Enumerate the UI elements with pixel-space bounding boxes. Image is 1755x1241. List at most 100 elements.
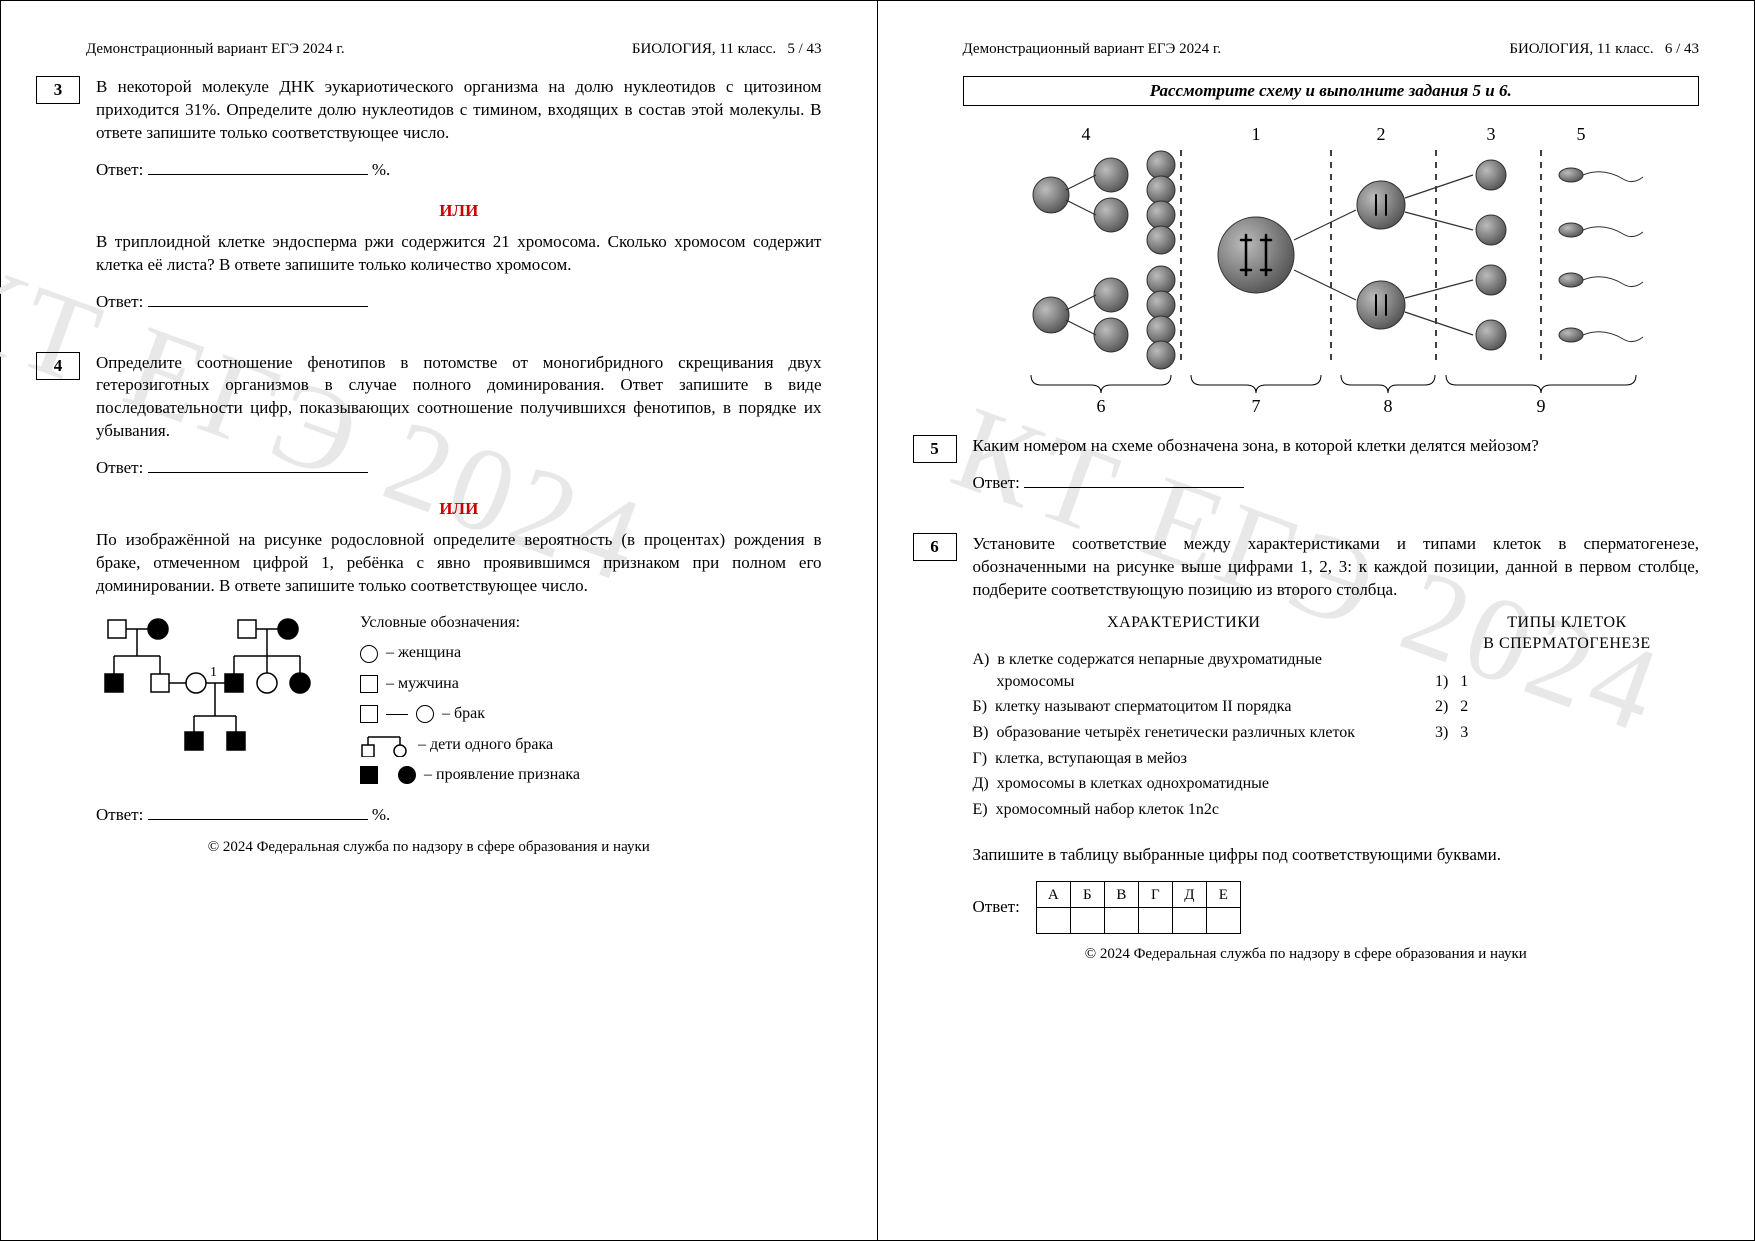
page-5: КТ ЕГЭ 2024 Демонстрационный вариант ЕГЭ… [1, 1, 878, 1240]
svg-text:5: 5 [1576, 124, 1585, 144]
header-right: БИОЛОГИЯ, 11 класс. 5 / 43 [632, 41, 822, 58]
col-b-item: 2) 2 [1459, 696, 1699, 718]
col-a-head: ХАРАКТЕРИСТИКИ [973, 612, 1395, 634]
ans-input-cell[interactable] [1138, 908, 1172, 934]
affected-male-icon [360, 766, 378, 784]
answer-table: АБВГДЕ [1036, 881, 1241, 934]
col-a-item: Д) хромосомы в клетках однохроматидные [997, 773, 1395, 795]
task-body: Каким номером на схеме обозначена зона, … [973, 435, 1700, 513]
col-a-item: Г) клетка, вступающая в мейоз [997, 748, 1395, 770]
task-6: 6 Установите соответствие между характер… [913, 533, 1700, 953]
ans-head-cell: Г [1138, 882, 1172, 908]
bottom-braces [1031, 375, 1636, 393]
ans-head-cell: А [1036, 882, 1070, 908]
or-label: ИЛИ [96, 498, 822, 521]
pedigree-legend: Условные обозначения: – женщина – мужчин… [360, 608, 580, 790]
affected-female-icon [398, 766, 416, 784]
ans-input-cell[interactable] [1206, 908, 1240, 934]
marriage-label: 1 [210, 665, 217, 680]
task-body: Установите соответствие между характерис… [973, 533, 1700, 953]
task-5: 5 Каким номером на схеме обозначена зона… [913, 435, 1700, 513]
col-b-list: 1) 1 2) 2 3) 3 [1435, 671, 1699, 744]
svg-text:7: 7 [1251, 396, 1260, 416]
svg-text:1: 1 [1251, 124, 1260, 144]
pedigree-area: 1 Условные обозначения: – женщина – мужч… [96, 608, 822, 790]
task-text: В некоторой молекуле ДНК эукариотическог… [96, 76, 822, 145]
col-a-item: Б) клетку называют сперматоцитом II поря… [997, 696, 1395, 718]
answer-blank[interactable] [148, 459, 368, 473]
answer-blank[interactable] [148, 806, 368, 820]
female-icon [416, 705, 434, 723]
female-icon [360, 645, 378, 663]
task-alt-text: В триплоидной клетке эндосперма ржи соде… [96, 231, 822, 277]
pedigree-diagram: 1 [96, 608, 336, 778]
ans-head-cell: В [1104, 882, 1138, 908]
task-text: Определите соотношение фенотипов в потом… [96, 352, 822, 444]
svg-text:9: 9 [1536, 396, 1545, 416]
svg-text:2: 2 [1376, 124, 1385, 144]
page-footer: © 2024 Федеральная служба по надзору в с… [36, 839, 822, 856]
table-instruction: Запишите в таблицу выбранные цифры под с… [973, 844, 1700, 867]
matching-columns: ХАРАКТЕРИСТИКИ А) в клетке содержатся не… [973, 612, 1700, 837]
ans-input-cell[interactable] [1036, 908, 1070, 934]
page-header: Демонстрационный вариант ЕГЭ 2024 г. БИО… [36, 41, 822, 58]
col-a-item: Е) хромосомный набор клеток 1n2c [997, 799, 1395, 821]
page-6: КТ ЕГЭ 2024 Демонстрационный вариант ЕГЭ… [878, 1, 1755, 1240]
task-body: Определите соотношение фенотипов в потом… [96, 352, 822, 846]
zone-7-cell [1218, 217, 1294, 293]
zone-8-cells [1357, 181, 1405, 329]
ans-input-cell[interactable] [1070, 908, 1104, 934]
answer-blank[interactable] [1024, 474, 1244, 488]
spermatogenesis-diagram: 4 1 2 3 5 [963, 120, 1700, 425]
or-label: ИЛИ [96, 200, 822, 223]
col-b-item: 3) 3 [1459, 722, 1699, 744]
answer-line: Ответ: [96, 457, 822, 480]
task-text: Установите соответствие между характерис… [973, 533, 1700, 602]
task-alt-text: По изображённой на рисунке родословной о… [96, 529, 822, 598]
answer-blank[interactable] [148, 161, 368, 175]
svg-text:6: 6 [1096, 396, 1105, 416]
task-number: 3 [36, 76, 80, 104]
instruction-box: Рассмотрите схему и выполните задания 5 … [963, 76, 1700, 106]
zone-5-sperm [1559, 168, 1643, 342]
page-footer: © 2024 Федеральная служба по надзору в с… [913, 946, 1700, 963]
zone-6-cells [1033, 151, 1175, 369]
task-number: 4 [36, 352, 80, 380]
svg-text:8: 8 [1383, 396, 1392, 416]
answer-line: Ответ: %. [96, 159, 822, 182]
ans-input-cell[interactable] [1172, 908, 1206, 934]
col-a-item: В) образование четырёх генетически разли… [997, 722, 1395, 744]
legend-title: Условные обозначения: [360, 608, 580, 638]
zone-9-spermatids [1476, 160, 1506, 350]
header-left: Демонстрационный вариант ЕГЭ 2024 г. [86, 41, 345, 58]
header-left: Демонстрационный вариант ЕГЭ 2024 г. [963, 41, 1222, 58]
diagram-bottom-labels: 6 7 8 9 [1096, 396, 1545, 416]
answer-blank[interactable] [148, 293, 368, 307]
task-number: 5 [913, 435, 957, 463]
male-icon [360, 675, 378, 693]
col-b-head: ТИПЫ КЛЕТОК В СПЕРМАТОГЕНЕЗЕ [1435, 612, 1699, 655]
task-3: 3 В некоторой молекуле ДНК эукариотическ… [36, 76, 822, 332]
page-header: Демонстрационный вариант ЕГЭ 2024 г. БИО… [913, 41, 1700, 58]
document-spread: КТ ЕГЭ 2024 Демонстрационный вариант ЕГЭ… [0, 0, 1755, 1241]
ans-head-cell: Д [1172, 882, 1206, 908]
line-icon [386, 714, 408, 715]
male-icon [360, 705, 378, 723]
task-4: 4 Определите соотношение фенотипов в пот… [36, 352, 822, 846]
ans-head-cell: Е [1206, 882, 1240, 908]
diagram-top-labels: 4 1 2 3 5 [1081, 124, 1585, 144]
children-icon [360, 733, 410, 757]
answer-line: Ответ: [973, 472, 1700, 495]
col-a-item: А) в клетке содержатся непарные двухрома… [997, 649, 1395, 692]
task-body: В некоторой молекуле ДНК эукариотическог… [96, 76, 822, 332]
task-number: 6 [913, 533, 957, 561]
svg-text:3: 3 [1486, 124, 1495, 144]
header-right: БИОЛОГИЯ, 11 класс. 6 / 43 [1509, 41, 1699, 58]
col-a-list: А) в клетке содержатся непарные двухрома… [973, 649, 1395, 820]
answer-table-row: Ответ: АБВГДЕ [973, 881, 1700, 934]
ans-input-cell[interactable] [1104, 908, 1138, 934]
task-text: Каким номером на схеме обозначена зона, … [973, 435, 1700, 458]
col-b-item: 1) 1 [1459, 671, 1699, 693]
svg-text:4: 4 [1081, 124, 1090, 144]
ans-head-cell: Б [1070, 882, 1104, 908]
